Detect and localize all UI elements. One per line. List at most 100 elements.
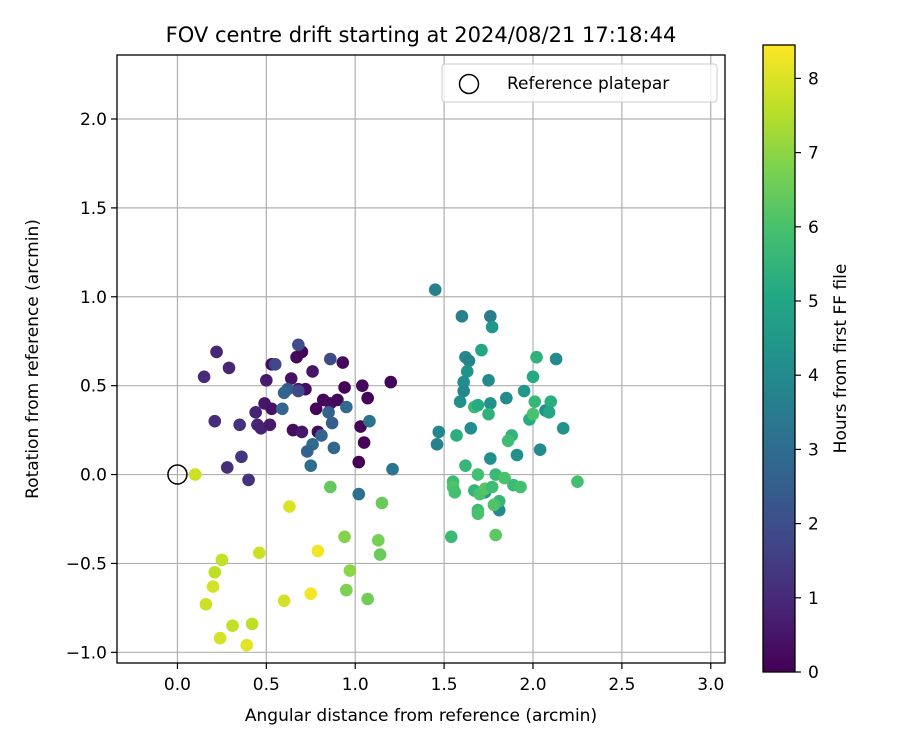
- scatter-point: [361, 391, 374, 405]
- x-axis-label: Angular distance from reference (arcmin): [245, 706, 597, 726]
- scatter-point: [304, 459, 318, 472]
- scatter-point: [517, 384, 531, 398]
- scatter-point: [372, 534, 385, 547]
- scatter-point: [510, 448, 524, 462]
- scatter-point: [284, 372, 298, 385]
- scatter-point: [484, 452, 497, 465]
- scatter-point: [556, 422, 570, 435]
- scatter-point: [324, 352, 337, 366]
- reference-platepar-marker: [167, 464, 188, 485]
- scatter-point: [336, 356, 350, 369]
- x-tick-label: 1.0: [342, 675, 369, 695]
- scatter-point: [487, 498, 501, 512]
- scatter-point: [448, 486, 462, 499]
- scatter-point: [352, 455, 366, 469]
- x-tick-label: 0.5: [253, 675, 280, 695]
- scatter-point: [386, 462, 399, 476]
- scatter-point: [277, 594, 291, 608]
- scatter-point: [542, 406, 556, 419]
- scatter-point: [197, 370, 211, 384]
- scatter-point: [249, 406, 262, 419]
- scatter-point: [571, 475, 584, 488]
- colorbar-tick-label: 8: [808, 69, 819, 89]
- scatter-point: [311, 544, 325, 558]
- scatter-point: [498, 471, 511, 485]
- scatter-point: [268, 358, 282, 371]
- scatter-point: [338, 530, 351, 544]
- y-tick-label: 0.5: [80, 377, 107, 397]
- scatter-point: [260, 374, 273, 387]
- scatter-points: [188, 283, 584, 652]
- colorbar-tick-label: 1: [808, 589, 819, 609]
- scatter-point: [530, 350, 543, 364]
- scatter-point: [428, 283, 442, 296]
- scatter-point: [462, 354, 476, 368]
- scatter-point: [450, 429, 463, 442]
- x-tick-label: 0.0: [164, 675, 191, 695]
- scatter-point: [283, 500, 296, 513]
- scatter-point: [215, 553, 229, 567]
- reference-marker-layer: [167, 464, 188, 485]
- y-axis-label: Rotation from reference (arcmin): [23, 219, 43, 499]
- scatter-point: [482, 407, 495, 421]
- scatter-point: [482, 374, 495, 387]
- y-tick-label: −0.5: [66, 554, 107, 574]
- scatter-point: [471, 468, 485, 481]
- scatter-point: [484, 310, 497, 323]
- scatter-point: [485, 320, 499, 334]
- scatter-point: [460, 365, 474, 378]
- scatter-point: [533, 443, 547, 456]
- scatter-point: [208, 414, 222, 428]
- legend-reference-marker: [458, 73, 480, 95]
- colorbar-gradient: [762, 44, 796, 673]
- x-tick-label: 2.0: [519, 675, 546, 695]
- scatter-point: [292, 338, 305, 352]
- y-tick-label: 1.5: [80, 199, 107, 219]
- grid-lines: [117, 55, 725, 663]
- scatter-point: [357, 436, 371, 449]
- scatter-point: [245, 617, 259, 631]
- y-tick-label: 2.0: [80, 110, 107, 130]
- x-axis-ticks: 0.0 0.5 1.0 1.5 2.0 2.5 3.0: [164, 663, 724, 695]
- legend: Reference platepar: [441, 63, 718, 103]
- scatter-point: [235, 450, 248, 464]
- scatter-point: [252, 546, 266, 560]
- scatter-point: [300, 445, 314, 458]
- scatter-point: [222, 361, 236, 375]
- x-tick-label: 1.5: [431, 675, 458, 695]
- colorbar: 0 1 2 3 4 5 6 7 8 Hours from first FF file: [762, 44, 851, 683]
- scatter-point: [475, 343, 488, 357]
- colorbar-tick-label: 4: [808, 366, 819, 386]
- colorbar-tick-label: 3: [808, 440, 819, 460]
- scatter-point: [213, 631, 227, 645]
- scatter-point: [199, 598, 213, 611]
- scatter-point: [356, 379, 369, 392]
- scatter-point: [208, 566, 222, 579]
- scatter-point: [292, 384, 305, 398]
- scatter-point: [295, 425, 309, 439]
- y-tick-label: −1.0: [66, 643, 107, 663]
- scatter-point: [544, 395, 558, 408]
- scatter-point: [265, 402, 278, 416]
- scatter-point: [363, 414, 376, 428]
- y-tick-label: 0.0: [80, 466, 107, 486]
- scatter-point: [352, 487, 366, 501]
- scatter-point: [526, 370, 540, 384]
- x-tick-label: 3.0: [697, 675, 724, 695]
- scatter-point: [309, 402, 323, 416]
- plot-frame: [116, 54, 726, 664]
- colorbar-tick-label: 6: [808, 218, 819, 238]
- scatter-point: [471, 507, 485, 520]
- scatter-point: [464, 422, 478, 435]
- scatter-point: [549, 352, 563, 366]
- scatter-point: [457, 375, 470, 389]
- scatter-point: [220, 461, 234, 474]
- scatter-point: [489, 528, 502, 542]
- y-axis-ticks: −1.0 −0.5 0.0 0.5 1.0 1.5 2.0: [66, 110, 117, 663]
- scatter-point: [188, 468, 202, 481]
- scatter-point: [375, 496, 389, 510]
- scatter-point: [455, 310, 469, 323]
- legend-box: [441, 63, 718, 103]
